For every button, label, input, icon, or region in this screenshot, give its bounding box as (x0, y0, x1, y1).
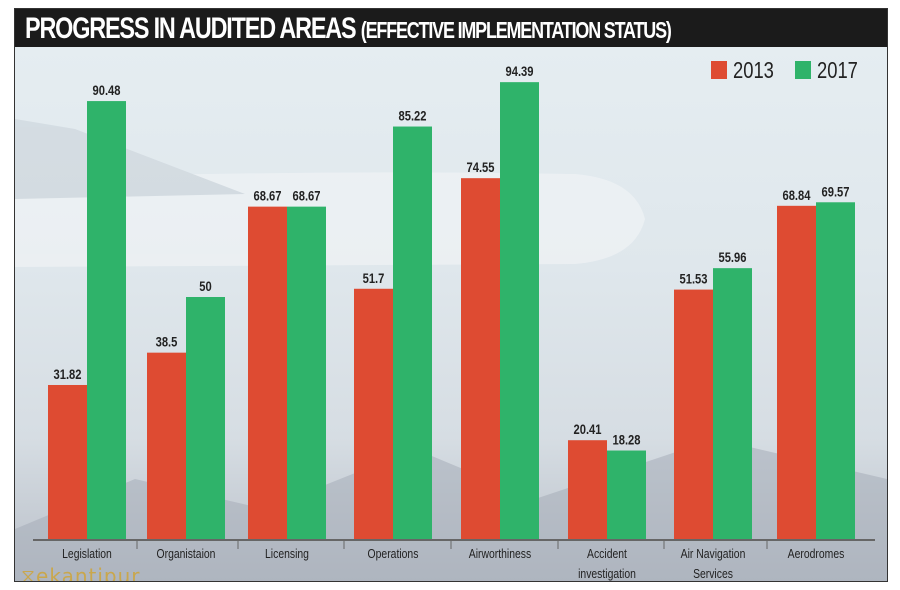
ekantipur-logo: ⧖ekantipur (21, 564, 141, 582)
bar-2017-1 (186, 297, 225, 539)
x-tick-label: Aerodromes (788, 547, 845, 561)
data-label: 69.57 (822, 184, 850, 199)
bar-2013-3 (354, 288, 393, 539)
data-label: 85.22 (399, 108, 427, 123)
data-label: 74.55 (467, 160, 495, 175)
bar-2017-6 (713, 268, 752, 539)
bar-2017-4 (500, 82, 539, 539)
title-bar: PROGRESS IN AUDITED AREAS (EFFECTIVE IMP… (15, 9, 887, 47)
data-label: 68.67 (254, 188, 282, 203)
bar-2013-2 (248, 206, 287, 539)
bar-2013-0 (48, 384, 87, 539)
data-label: 51.7 (363, 271, 385, 286)
x-tick-label: Legislation (62, 547, 112, 561)
bar-2013-5 (568, 440, 607, 539)
data-label: 51.53 (680, 271, 708, 286)
bar-2017-7 (816, 202, 855, 540)
data-label: 50 (199, 279, 211, 294)
bar-2017-2 (287, 206, 326, 539)
bar-2017-5 (607, 450, 646, 539)
chart-title: PROGRESS IN AUDITED AREAS (EFFECTIVE IMP… (25, 12, 672, 46)
x-tick-label: investigation (578, 567, 636, 581)
data-label: 90.48 (93, 83, 121, 98)
data-label: 68.84 (783, 188, 811, 203)
data-label: 31.82 (54, 367, 82, 382)
x-tick-label: Services (693, 567, 733, 581)
bar-2013-1 (147, 352, 186, 539)
data-label: 20.41 (574, 422, 602, 437)
data-label: 55.96 (719, 250, 747, 265)
legend-swatch-2017 (795, 61, 811, 79)
x-tick-label: Accident (587, 547, 628, 561)
bar-2013-4 (461, 178, 500, 540)
x-tick-label: Licensing (265, 547, 309, 561)
legend: 2013 2017 (711, 58, 858, 84)
data-label: 94.39 (506, 64, 534, 79)
title-main: PROGRESS IN AUDITED AREAS (25, 12, 357, 45)
bar-2013-6 (674, 289, 713, 539)
legend-swatch-2013 (711, 61, 727, 79)
plane-silhouette (15, 119, 887, 581)
bar-2017-0 (87, 101, 126, 540)
bar-2017-3 (393, 126, 432, 539)
data-label: 18.28 (613, 432, 641, 447)
legend-label: 2017 (817, 58, 858, 83)
chart-subtitle: (EFFECTIVE IMPLEMENTATION STATUS) (360, 17, 672, 43)
chart-frame: PROGRESS IN AUDITED AREAS (EFFECTIVE IMP… (14, 8, 888, 582)
bar-2013-7 (777, 205, 816, 540)
legend-label: 2013 (733, 58, 774, 83)
data-label: 38.5 (156, 335, 178, 350)
x-tick-label: Operations (368, 547, 419, 561)
bar-chart: 2013 2017 31.82 90.48 38.5 50 68.67 68.67 51.7 8… (15, 58, 887, 581)
x-tick-label: Airworthiness (469, 547, 531, 561)
x-tick-label: Organistaion (157, 547, 216, 561)
data-label: 68.67 (293, 188, 321, 203)
x-tick-label: Air Navigation (681, 547, 746, 561)
